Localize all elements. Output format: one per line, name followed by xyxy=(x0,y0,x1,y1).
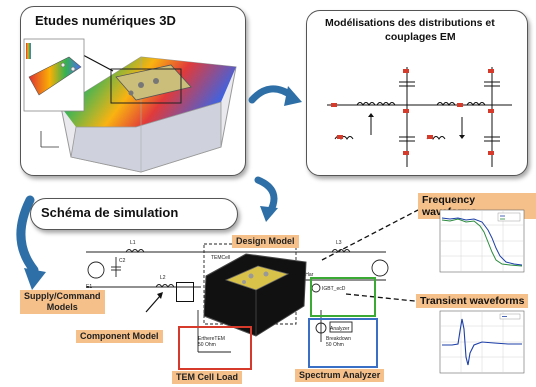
svg-text:50 Ohm: 50 Ohm xyxy=(326,342,344,348)
supply-command-models-label: Supply/Command Models xyxy=(20,290,105,314)
component-box-black xyxy=(176,282,194,302)
transient-waveforms-title: Transient waveforms xyxy=(416,294,529,308)
svg-text:Breakdown: Breakdown xyxy=(326,336,351,342)
schema-panel: Schéma de simulation xyxy=(30,198,238,230)
svg-text:L1: L1 xyxy=(130,240,136,246)
svg-text:L3: L3 xyxy=(336,240,342,246)
svg-text:IGBT_ecD: IGBT_ecD xyxy=(322,286,346,292)
etudes-3d-title: Etudes numériques 3D xyxy=(35,13,176,28)
design-model-label: Design Model xyxy=(232,235,299,248)
svg-text:E1: E1 xyxy=(86,284,92,290)
component-box-green xyxy=(310,277,376,317)
transient-waveform-plot xyxy=(439,310,525,374)
svg-text:C2: C2 xyxy=(119,258,126,264)
analyzer-box-blue xyxy=(308,318,378,368)
frequency-waveform-plot xyxy=(439,209,525,273)
modelisation-title-line1: Modélisations des distributions et xyxy=(325,17,495,29)
tem-load-box-red xyxy=(178,326,252,370)
tem-cell-load-label: TEM Cell Load xyxy=(172,371,243,384)
supply-models-line2: Models xyxy=(46,302,78,312)
schema-title: Schéma de simulation xyxy=(41,205,179,220)
component-model-label: Component Model xyxy=(76,330,163,343)
spectrum-analyzer-label: Spectrum Analyzer xyxy=(295,369,385,382)
svg-text:Analyzer: Analyzer xyxy=(330,326,350,332)
svg-text:TEMCell: TEMCell xyxy=(211,255,230,261)
svg-text:ErthereTEM: ErthereTEM xyxy=(198,336,225,342)
tem-cell-model xyxy=(203,253,307,337)
svg-text:L2: L2 xyxy=(160,275,166,281)
etudes-3d-panel: Etudes numériques 3D xyxy=(20,6,246,176)
modelisation-title-line2: couplages EM xyxy=(385,31,456,43)
3d-simulation-image xyxy=(23,38,237,173)
modelisation-panel: Modélisations des distributions et coupl… xyxy=(306,10,528,176)
svg-text:50 Ohm: 50 Ohm xyxy=(198,342,216,348)
em-circuit-schematic xyxy=(327,67,512,167)
supply-models-line1: Supply/Command xyxy=(24,291,101,301)
